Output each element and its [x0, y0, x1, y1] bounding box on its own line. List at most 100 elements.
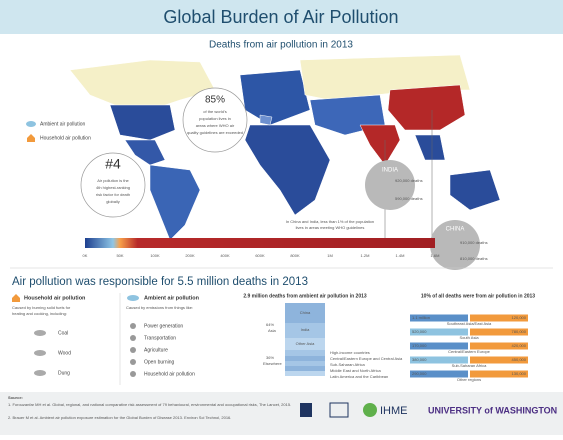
chart-title: 10% of all deaths were from air pollutio… [421, 293, 535, 299]
callout-text: globally [106, 199, 120, 204]
scale-label: 1M [327, 253, 333, 258]
source: 2. Brauer M et al. Ambient air pollution… [8, 415, 231, 420]
row-value: 170,000 [412, 343, 427, 348]
column-desc: Caused by burning solid fuels for [12, 305, 71, 310]
item: Open burning [144, 359, 175, 365]
scale-label: 50K [116, 253, 123, 258]
world-map [69, 54, 501, 241]
chart-title: 2.9 million deaths from ambient air poll… [243, 293, 367, 299]
item-icon [130, 335, 136, 341]
deaths: 920,000 deaths [395, 178, 423, 183]
note: lives in areas meeting WHO guidelines [296, 225, 365, 230]
scale-label: 400K [220, 253, 230, 258]
segment-label: India [301, 327, 310, 332]
ambient-column: Ambient air pollution Caused by emission… [126, 295, 200, 377]
china-callout: CHINA 910,000 deaths 810,000 deaths [430, 110, 488, 270]
ambient-chart: 2.9 million deaths from ambient air poll… [243, 293, 403, 379]
callout-text: areas where WHO air [196, 123, 235, 128]
callout-text: population lives in [199, 116, 231, 121]
row-name: South Asia [459, 335, 479, 340]
callout-85: 85% of the world's population lives in a… [182, 87, 248, 153]
scale-label: 100K [150, 253, 160, 258]
row-value: 780,000 [512, 329, 527, 334]
scale-label: 200K [185, 253, 195, 258]
callout-text: quality guidelines are exceeded [187, 130, 243, 135]
segment-label: Other Asia [296, 341, 315, 346]
header [0, 0, 563, 34]
row-name: Sub-Saharan Africa [452, 363, 487, 368]
segment-label: China [300, 310, 311, 315]
row-bar [470, 342, 528, 350]
footer [0, 392, 563, 435]
callout-value: 85% [205, 95, 225, 106]
row-name: Central/Eastern Europe [448, 349, 491, 354]
row-bar [410, 314, 468, 322]
callout-text: of the world's [203, 109, 226, 114]
item-icon [130, 371, 136, 377]
row-bar [410, 342, 468, 350]
section-title: Air pollution was responsible for 5.5 mi… [12, 276, 308, 288]
row-name: Other regions [457, 377, 481, 382]
segment-label: Latin America and the Caribbean [330, 374, 388, 379]
logo [300, 403, 312, 417]
logo-text: IHME [380, 405, 408, 417]
item: Dung [58, 370, 70, 376]
segment-label: Sub-Saharan Africa [330, 362, 365, 367]
row-value: 1.1 million [412, 315, 430, 320]
map-title: Deaths from air pollution in 2013 [209, 40, 353, 51]
deaths: 590,000 deaths [395, 196, 423, 201]
item-icon [130, 347, 136, 353]
deaths: 810,000 deaths [460, 256, 488, 261]
map-legend: Ambient air pollution Household air poll… [26, 121, 91, 142]
legend-label: Household air pollution [40, 135, 91, 141]
item: Household air pollution [144, 371, 195, 377]
scale-labels: 0K 50K 100K 200K 400K 600K 800K 1M 1.2M 1.4M 1.6M [83, 253, 440, 258]
column-desc: Caused by emissions from things like: [126, 305, 193, 310]
row-value: 380,000 [412, 357, 427, 362]
row-bar [470, 328, 528, 336]
item: Coal [58, 330, 68, 336]
india-callout: INDIA 920,000 deaths 590,000 deaths [365, 140, 423, 240]
row-value: 120,000 [512, 315, 527, 320]
callout-value: #4 [105, 156, 121, 172]
scale-label: 0K [83, 253, 88, 258]
scale-label: 800K [290, 253, 300, 258]
callout-text: risk factor for death [96, 192, 130, 197]
item-icon [130, 323, 136, 329]
household-column: Household air pollution Caused by burnin… [12, 294, 86, 376]
row-value: 420,000 [512, 343, 527, 348]
logo-text: UNIVERSITY of WASHINGTON [428, 405, 557, 415]
item: Power generation [144, 323, 183, 329]
group-name: Asia [268, 328, 277, 333]
source-label: Source: [8, 395, 23, 400]
row-value: 520,000 [412, 329, 427, 334]
group-name: Elsewhere [263, 361, 282, 366]
segment-label: Central/Eastern Europe and Central Asia [330, 356, 403, 361]
column-title: Household air pollution [24, 295, 86, 301]
item: Transportation [144, 335, 176, 341]
scale-label: 1.4M [396, 253, 405, 258]
row-bar [470, 370, 528, 378]
callout-text: Air pollution is the [97, 178, 129, 183]
country-name: INDIA [382, 168, 398, 174]
row-value: 130,000 [512, 371, 527, 376]
row-value: 450,000 [512, 357, 527, 362]
country-name: CHINA [446, 227, 465, 233]
title: Global Burden of Air Pollution [163, 7, 398, 27]
row-bar [410, 356, 468, 364]
group-share: 64% [266, 322, 274, 327]
segment-label: Middle East and North Africa [330, 368, 381, 373]
item-icon [130, 359, 136, 365]
color-scale [85, 238, 435, 248]
segment-label: High-income countries [330, 350, 370, 355]
group-share: 36% [266, 355, 274, 360]
item: Wood [58, 350, 71, 356]
item: Agriculture [144, 347, 168, 353]
callout-4: #4 Air pollution is the 4th highest-rank… [80, 152, 146, 218]
row-bar [470, 356, 528, 364]
scale-label: 1.6M [431, 253, 440, 258]
row-bar [470, 314, 528, 322]
deaths: 910,000 deaths [460, 240, 488, 245]
